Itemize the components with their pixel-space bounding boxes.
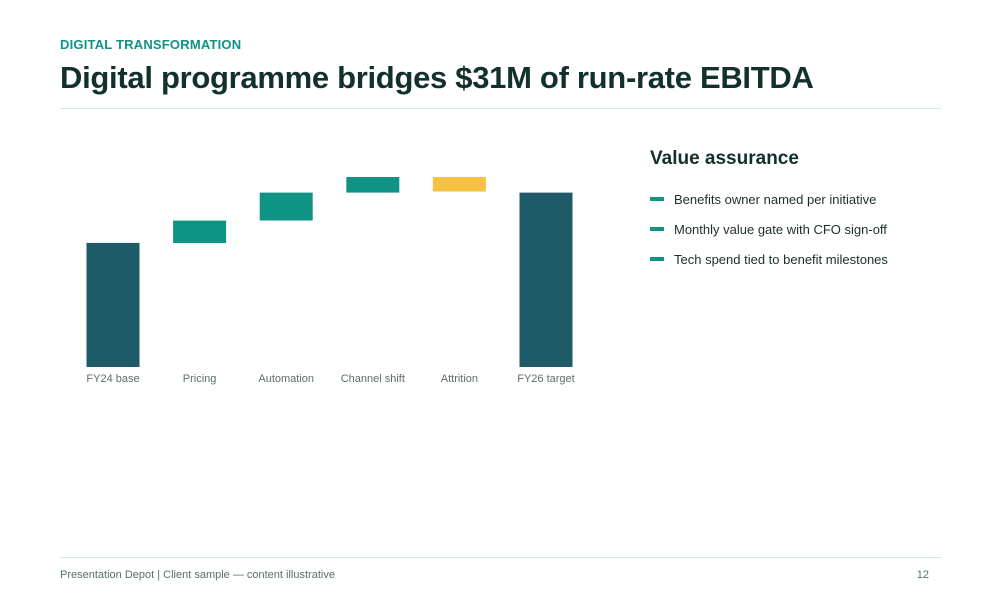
- x-tick-label: Pricing: [183, 373, 217, 385]
- bullet-dash-icon: [650, 257, 664, 261]
- value-assurance-list: Benefits owner named per initiative Mont…: [650, 184, 950, 274]
- footer-divider: [60, 557, 941, 558]
- x-tick-label: Channel shift: [341, 373, 405, 385]
- x-tick-label: FY26 target: [517, 373, 574, 385]
- x-tick-label: Attrition: [441, 373, 478, 385]
- bar-automation: [259, 192, 313, 221]
- title-divider: [60, 108, 941, 109]
- list-item-label: Tech spend tied to benefit milestones: [674, 251, 888, 267]
- page-title: Digital programme bridges $31M of run-ra…: [60, 60, 814, 95]
- value-assurance-panel: Value assurance Benefits owner named per…: [650, 148, 950, 274]
- bar-fy26-target: [519, 192, 573, 367]
- x-tick-label: Automation: [258, 373, 314, 385]
- list-item-label: Benefits owner named per initiative: [674, 191, 877, 207]
- bar-fy24-base: [86, 242, 140, 367]
- bar-pricing: [173, 220, 227, 243]
- bullet-dash-icon: [650, 197, 664, 201]
- list-item: Monthly value gate with CFO sign-off: [650, 214, 950, 244]
- bullet-dash-icon: [650, 227, 664, 231]
- waterfall-chart-svg: FY24 base Pricing Automation Channel shift A…: [86, 177, 575, 385]
- x-tick-label: FY24 base: [86, 373, 139, 385]
- waterfall-chart: FY24 base Pricing Automation Channel shift A…: [60, 140, 600, 400]
- list-item: Benefits owner named per initiative: [650, 184, 950, 214]
- bar-attrition: [432, 177, 486, 192]
- panel-title: Value assurance: [650, 148, 799, 169]
- list-item: Tech spend tied to benefit milestones: [650, 244, 950, 274]
- bar-channel-shift: [346, 177, 400, 193]
- page-number: 12: [916, 569, 929, 581]
- eyebrow-label: DIGITAL TRANSFORMATION: [60, 37, 242, 52]
- list-item-label: Monthly value gate with CFO sign-off: [674, 221, 887, 237]
- footer-text: Presentation Depot | Client sample — con…: [60, 569, 335, 581]
